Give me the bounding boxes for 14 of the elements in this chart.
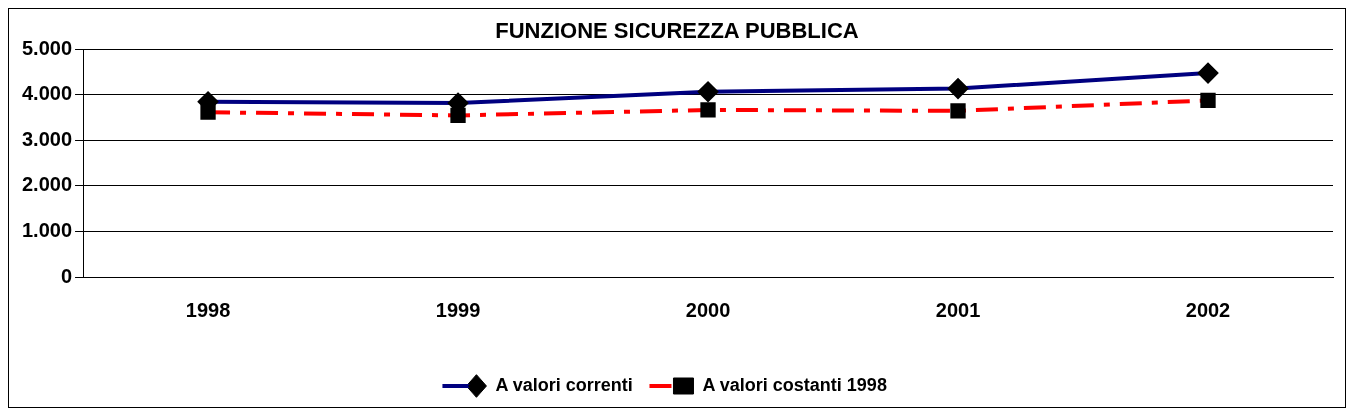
- y-tick-label: 2.000: [21, 173, 73, 196]
- x-tick-label: 2002: [1185, 298, 1231, 321]
- x-tick-label: 1999: [435, 298, 481, 321]
- y-tick-label: 5.000: [21, 36, 73, 59]
- y-tick-label: 1.000: [21, 219, 73, 241]
- x-tick-label: 2000: [685, 298, 731, 321]
- y-tick-label: 4.000: [21, 82, 73, 105]
- chart-title: FUNZIONE SICUREZZA PUBBLICA: [495, 18, 859, 44]
- legend-label: A valori correnti: [495, 374, 633, 395]
- y-tick-label: 0: [60, 264, 73, 287]
- x-tick-label: 2001: [935, 298, 981, 321]
- y-tick-label: 3.000: [21, 127, 73, 150]
- x-tick-label: 1998: [185, 298, 231, 321]
- legend-label: A valori costanti 1998: [702, 374, 887, 395]
